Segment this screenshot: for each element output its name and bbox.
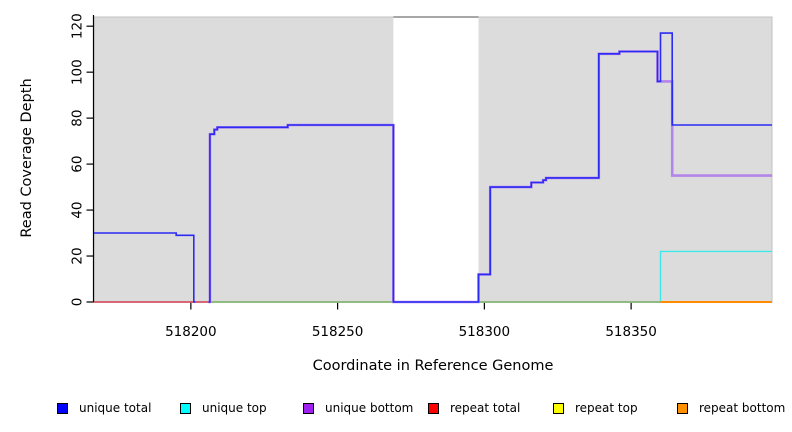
legend-swatch-unique-total <box>57 402 68 414</box>
series-unique-total-left <box>94 232 196 303</box>
legend-label-unique-top: unique top <box>202 401 267 415</box>
legend-label-unique-total: unique total <box>79 401 152 415</box>
y-tick-label: 100 <box>70 59 86 85</box>
legend-item-repeat-top: repeat top <box>553 400 638 416</box>
no-data-band <box>393 16 479 302</box>
legend-swatch-repeat-top <box>553 402 564 414</box>
legend: unique total unique top unique bottom repea… <box>0 400 792 422</box>
legend-label-unique-bottom: unique bottom <box>325 401 414 415</box>
legend-label-repeat-top: repeat top <box>575 401 638 415</box>
x-tick-label: 518350 <box>605 324 657 340</box>
series-unique-total <box>208 32 772 303</box>
legend-item-unique-total: unique total <box>57 400 151 416</box>
legend-swatch-repeat-total <box>428 402 439 414</box>
legend-swatch-unique-bottom <box>303 402 314 414</box>
y-tick-label: 120 <box>70 13 86 39</box>
y-tick-label: 60 <box>70 156 86 173</box>
y-tick-label: 80 <box>70 110 86 127</box>
legend-item-unique-bottom: unique bottom <box>303 400 413 416</box>
legend-label-repeat-total: repeat total <box>450 401 521 415</box>
y-tick-label: 20 <box>70 247 86 264</box>
x-tick-label: 518250 <box>312 324 364 340</box>
x-tick-label: 518300 <box>459 324 511 340</box>
y-tick-label: 0 <box>70 298 86 307</box>
legend-label-repeat-bottom: repeat bottom <box>699 401 786 415</box>
legend-item-repeat-total: repeat total <box>428 400 520 416</box>
x-axis-label: Coordinate in Reference Genome <box>312 358 554 374</box>
x-tick-label: 518200 <box>165 324 217 340</box>
legend-item-unique-top: unique top <box>180 400 267 416</box>
y-axis-label: Read Coverage Depth <box>19 78 35 238</box>
y-tick-label: 40 <box>70 201 86 218</box>
legend-item-repeat-bottom: repeat bottom <box>677 400 785 416</box>
legend-swatch-repeat-bottom <box>677 402 688 414</box>
legend-swatch-unique-top <box>180 402 191 414</box>
